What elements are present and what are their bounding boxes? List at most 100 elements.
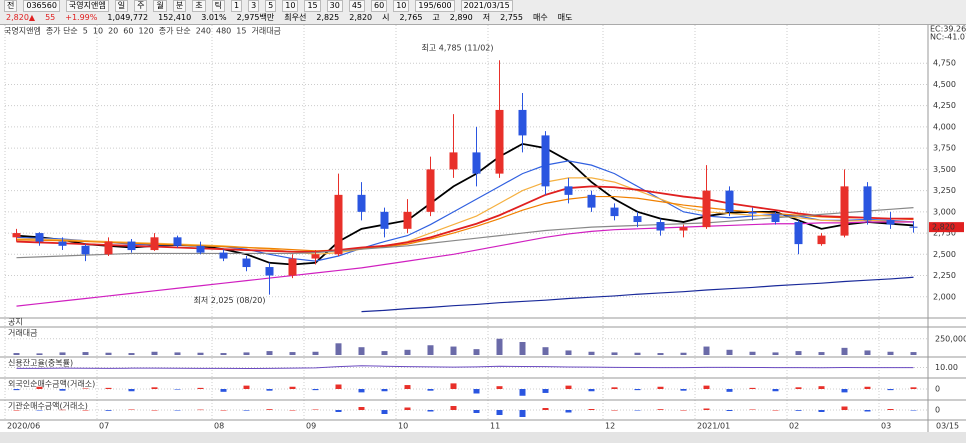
x-tick-label: 2020/06 — [7, 422, 40, 431]
toolbar-button[interactable]: 틱 — [211, 0, 225, 12]
bar — [726, 410, 733, 411]
info-text[interactable]: 매도 — [557, 13, 573, 22]
bar — [266, 351, 273, 355]
bar — [657, 353, 664, 355]
bar — [726, 389, 733, 392]
bar — [634, 410, 641, 411]
bar — [519, 389, 526, 396]
x-tick-label: 02 — [789, 422, 799, 431]
toolbar-button[interactable]: 2021/03/15 — [460, 0, 513, 12]
bar — [473, 410, 480, 413]
candle-body — [909, 226, 918, 228]
bar — [565, 350, 572, 355]
panel-title: 외국인순매수금액(거래소) — [8, 379, 95, 389]
info-text: 2,975백만 — [236, 13, 275, 22]
toolbar-button[interactable]: 5 — [265, 0, 277, 12]
bar — [818, 352, 825, 355]
toolbar-button[interactable]: 10 — [282, 0, 299, 12]
y-tick-label: 2,750 — [933, 229, 956, 238]
toolbar-button[interactable]: 전 — [4, 0, 18, 12]
bar — [473, 389, 480, 394]
bar — [565, 410, 572, 413]
toolbar-button[interactable]: 45 — [348, 0, 366, 12]
ma-line — [16, 206, 914, 259]
toolbar-button[interactable]: 1 — [230, 0, 243, 12]
info-text: 2,890 — [449, 13, 473, 22]
ma-line — [361, 276, 914, 313]
bar — [13, 353, 20, 355]
bar — [519, 410, 526, 417]
bar — [59, 389, 66, 391]
toolbar-button[interactable]: 월 — [153, 0, 167, 12]
y-tick-label: 3,500 — [933, 165, 956, 174]
y-tick-label: 4,500 — [933, 80, 956, 89]
toolbar-button[interactable]: 195/600 — [415, 0, 455, 12]
bar — [174, 389, 181, 390]
scrollbar[interactable] — [0, 432, 966, 443]
legend-entry: 60 — [123, 27, 133, 36]
toolbar-button[interactable]: 일 — [114, 0, 129, 12]
candle-body — [495, 109, 504, 174]
x-tick-label: 10 — [398, 422, 408, 431]
candle-body — [380, 211, 389, 229]
toolbar-button[interactable]: 초 — [192, 0, 206, 12]
toolbar-button[interactable]: 036560 — [23, 0, 60, 12]
candle-body — [794, 222, 803, 245]
bar — [358, 407, 365, 410]
bar — [381, 389, 388, 392]
bar — [910, 387, 917, 389]
candle-body — [656, 222, 665, 231]
candle-body — [265, 267, 274, 276]
bar — [565, 385, 572, 389]
candle-body — [357, 194, 366, 212]
toolbar-button[interactable]: 3 — [248, 0, 260, 12]
candle-body — [150, 237, 159, 251]
candle-body — [587, 194, 596, 208]
candle-body — [771, 213, 780, 223]
chart-title: 국영지앤엠 — [4, 26, 41, 36]
toolbar-button[interactable]: 30 — [326, 0, 343, 12]
bar — [680, 389, 687, 391]
line — [16, 365, 914, 370]
price-tag — [929, 222, 964, 233]
y-tick-label: 2,500 — [933, 250, 956, 259]
y-tick-label: 3,250 — [933, 186, 956, 195]
x-tick-label: 2021/01 — [697, 422, 730, 431]
annotation: 최저 2,025 (08/20) — [193, 295, 265, 305]
candle-body — [610, 207, 619, 217]
candle-body — [334, 194, 343, 255]
info-text: 고 — [432, 13, 440, 22]
bar — [36, 353, 43, 355]
bar — [404, 407, 411, 410]
y-tick-label: 250,000 — [935, 334, 966, 343]
info-text: 152,410 — [158, 13, 192, 22]
bar — [450, 406, 457, 410]
candle-body — [633, 216, 642, 223]
toolbar-button[interactable]: 분 — [172, 0, 187, 12]
toolbar-button[interactable]: 주 — [134, 0, 148, 12]
bar — [105, 387, 112, 389]
bar — [128, 389, 135, 392]
bar — [496, 410, 503, 415]
toolbar-button[interactable]: 국영지앤엠 — [65, 0, 109, 12]
bar — [335, 410, 342, 412]
bar — [36, 410, 43, 411]
bar — [151, 351, 158, 355]
ma-line — [16, 221, 914, 307]
bar — [243, 410, 250, 411]
legend-label: 종가 단순 — [46, 26, 78, 36]
bar — [404, 385, 411, 389]
info-text[interactable]: 매수 — [532, 13, 548, 22]
bar — [151, 387, 158, 389]
bar — [887, 351, 894, 355]
toolbar-button[interactable]: 15 — [304, 0, 321, 12]
annotation: 최고 4,785 (11/02) — [421, 43, 493, 53]
toolbar-button[interactable]: 60 — [371, 0, 388, 12]
x-tick-label: 03 — [881, 422, 891, 431]
bar — [864, 386, 871, 389]
panel-title: 신용잔고율(중복률) — [8, 358, 73, 368]
bar — [588, 409, 595, 410]
toolbar-button[interactable]: 10 — [393, 0, 410, 12]
candle-body — [104, 241, 113, 255]
